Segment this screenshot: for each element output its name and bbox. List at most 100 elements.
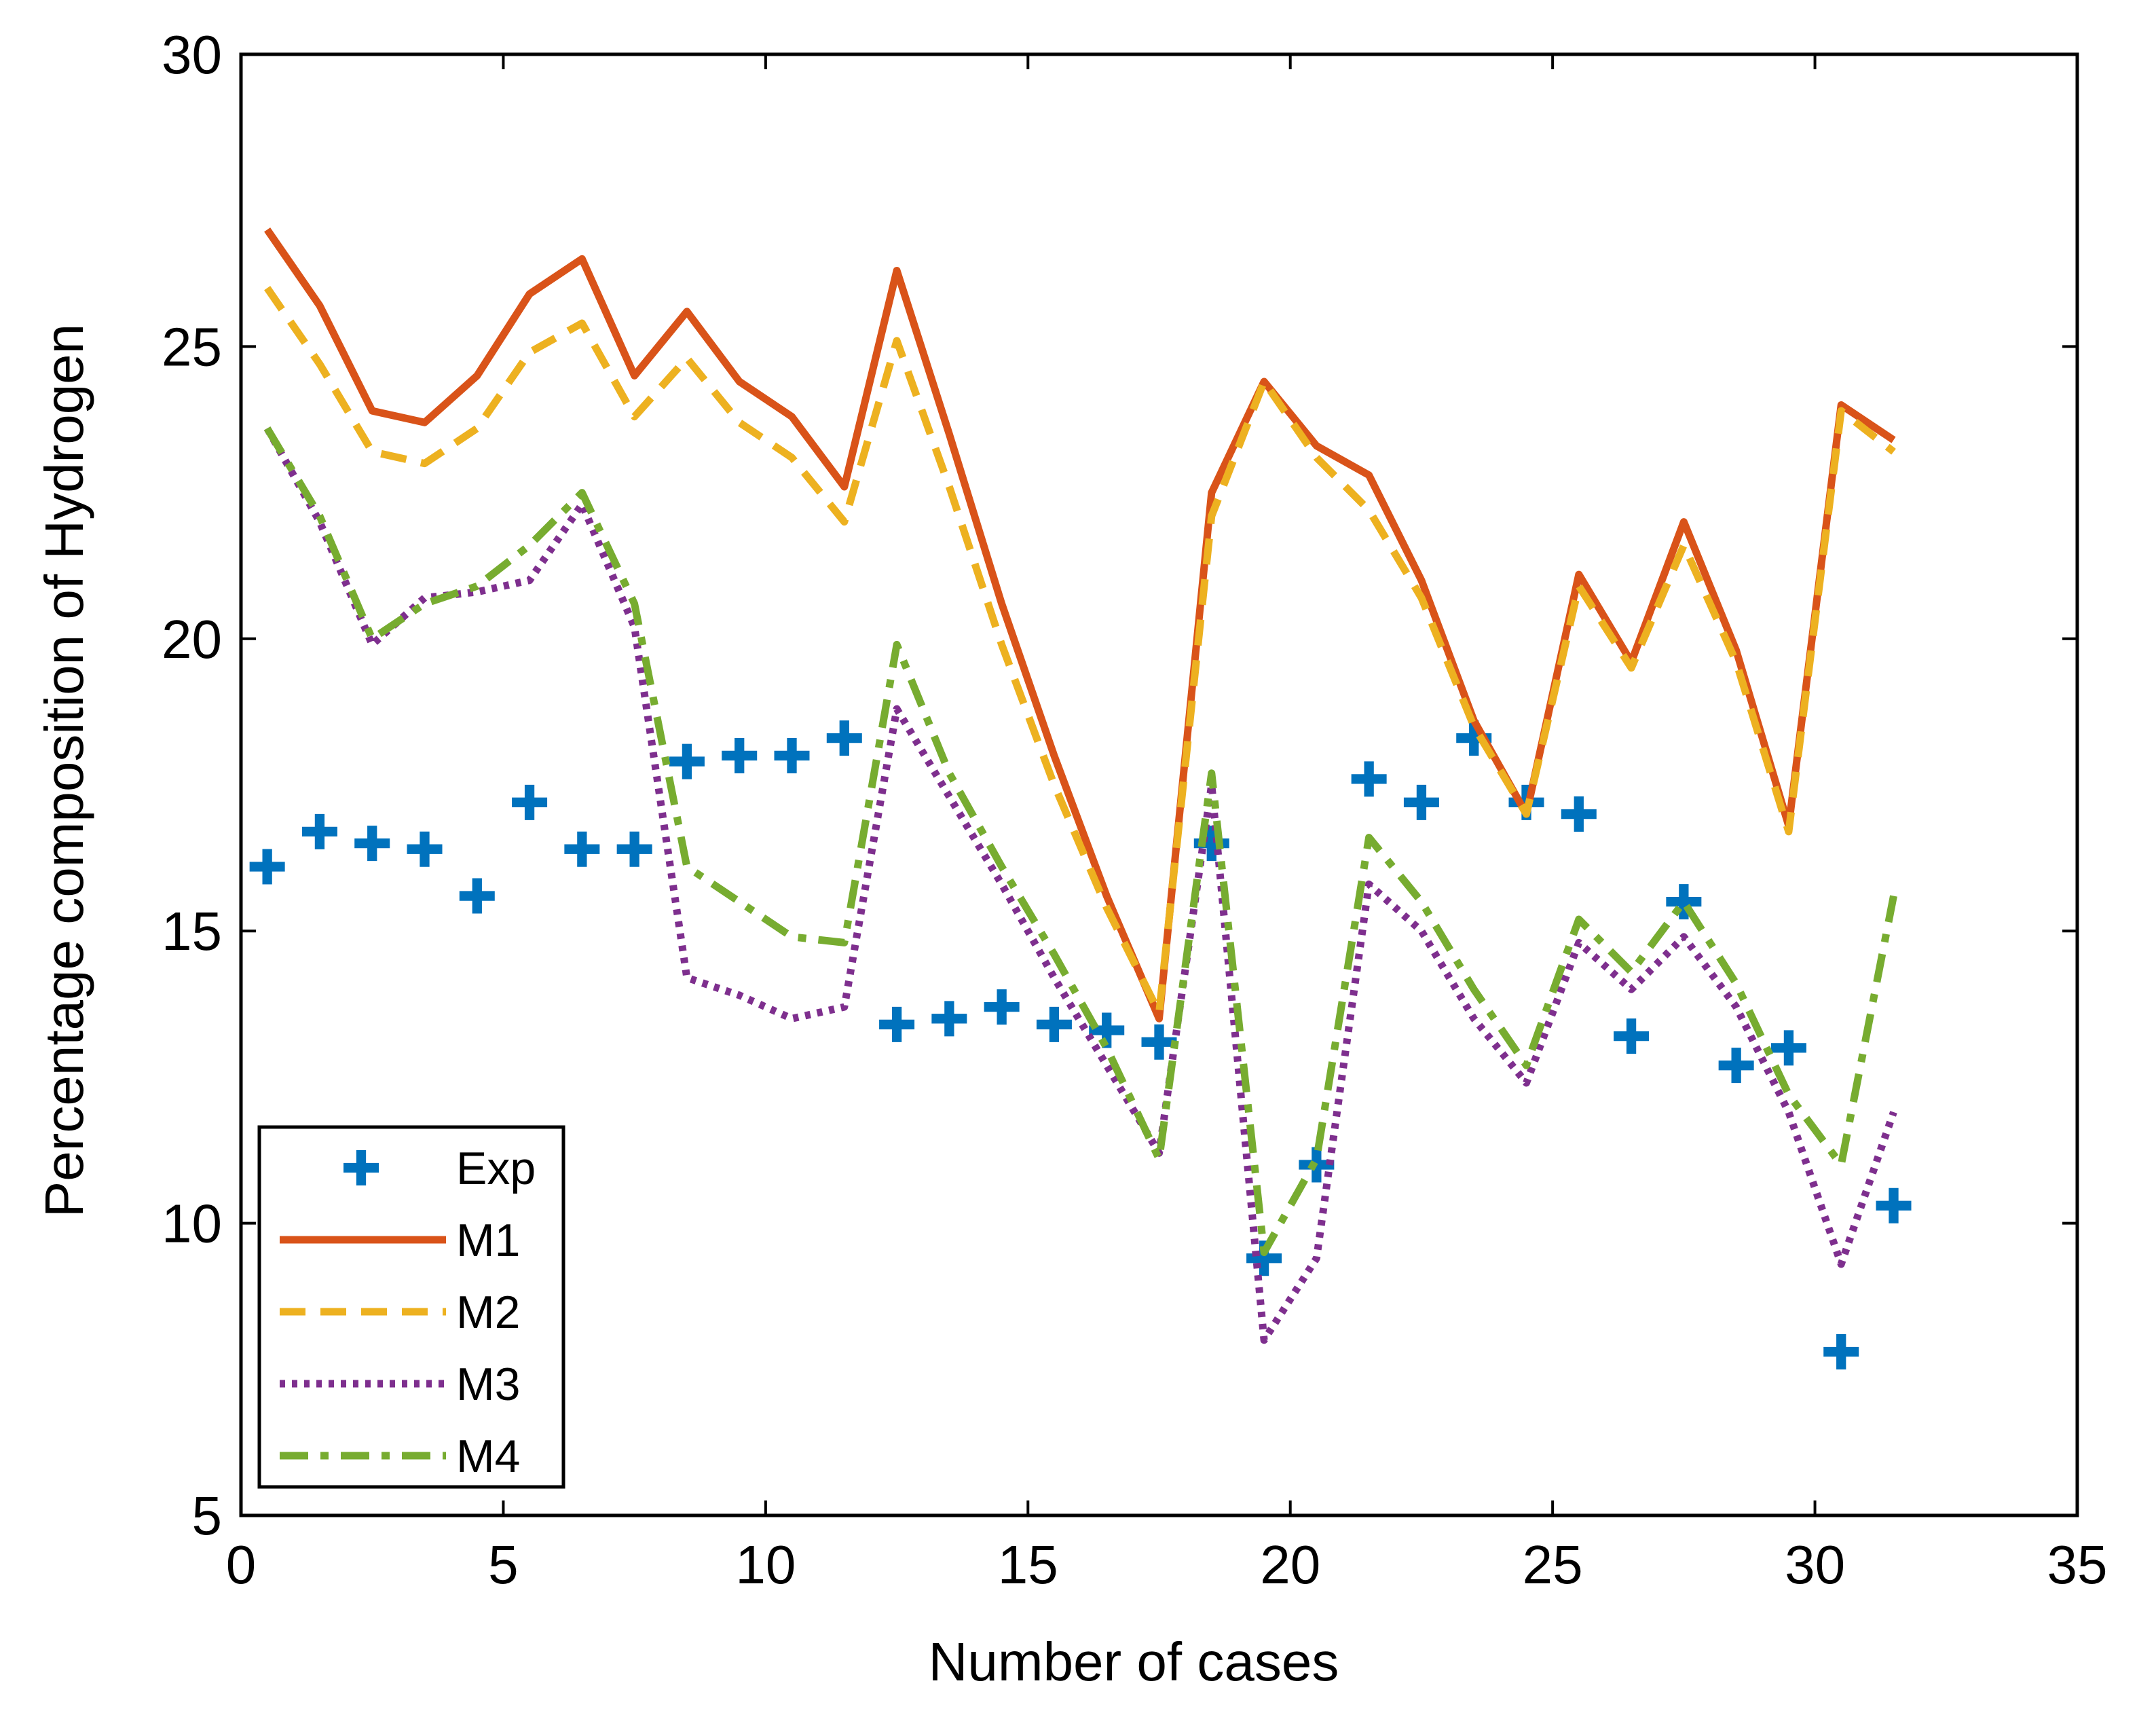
plus-marker-shape [774, 737, 810, 773]
data-point-exp [407, 831, 443, 867]
data-point-exp [669, 743, 705, 779]
plus-marker-shape [1351, 761, 1387, 797]
data-point-exp [1614, 1018, 1650, 1054]
legend-entry-m4: M4 [280, 1431, 520, 1482]
plus-marker-shape [564, 831, 600, 867]
legend-label-m2: M2 [456, 1287, 520, 1338]
x-tick-label: 15 [998, 1534, 1058, 1595]
data-point-exp [564, 831, 600, 867]
plus-marker-shape [1403, 784, 1439, 820]
legend-marker-exp [343, 1150, 379, 1185]
data-point-exp [1876, 1187, 1912, 1223]
y-tick-label: 10 [162, 1194, 222, 1254]
series-m1 [264, 227, 1896, 1023]
plus-marker-shape [722, 737, 758, 773]
x-tick-label: 0 [226, 1534, 257, 1595]
y-tick-label: 25 [162, 316, 222, 377]
data-point-exp [1823, 1333, 1859, 1369]
plus-marker-shape [459, 878, 495, 914]
y-axis-label: Percentage composition of Hydrogen [34, 324, 94, 1217]
axes-box [239, 52, 2079, 1517]
series-m2 [264, 286, 1896, 1017]
data-point-exp [1666, 884, 1702, 920]
plus-marker-shape [1246, 1240, 1282, 1276]
x-axis-label: Number of cases [929, 1632, 1339, 1692]
plus-marker-shape [1718, 1048, 1754, 1084]
plus-marker-shape [616, 831, 652, 867]
data-point-exp [984, 989, 1020, 1025]
legend-label-m4: M4 [456, 1431, 520, 1482]
x-tick-label: 20 [1260, 1534, 1320, 1595]
x-tick-label: 10 [735, 1534, 796, 1595]
data-point-exp [459, 878, 495, 914]
y-tick-label: 20 [162, 609, 222, 669]
series-layer [249, 227, 1912, 1369]
x-tick-label: 5 [488, 1534, 519, 1595]
plus-marker-shape [1614, 1018, 1650, 1054]
plus-marker-shape [984, 989, 1020, 1025]
plus-marker-shape [1141, 1024, 1177, 1060]
x-tick-label: 25 [1523, 1534, 1583, 1595]
plus-marker-shape [669, 743, 705, 779]
series-line-m1 [264, 227, 1896, 1023]
data-point-exp [774, 737, 810, 773]
plus-marker-shape [301, 813, 337, 849]
x-tick-label: 35 [2047, 1534, 2108, 1595]
plus-marker-shape [354, 826, 390, 862]
series-line-m3 [263, 426, 1897, 1344]
data-point-exp [1036, 1006, 1072, 1042]
plus-marker-shape [1666, 884, 1702, 920]
data-point-exp [1246, 1240, 1282, 1276]
legend: Exp M1 M2 M3 M4 [257, 1125, 565, 1489]
data-point-exp [249, 849, 285, 885]
plus-marker-shape [407, 831, 443, 867]
plus-marker-shape [512, 784, 548, 820]
legend-entry-m2: M2 [280, 1287, 520, 1338]
plus-marker-shape [1823, 1333, 1859, 1369]
plus-marker-shape [1770, 1030, 1806, 1066]
legend-box [257, 1125, 565, 1489]
data-point-exp [301, 813, 337, 849]
legend-entry-m3: M3 [280, 1359, 520, 1410]
plus-marker-shape [1193, 826, 1229, 862]
data-point-exp [931, 1001, 967, 1037]
plus-marker-shape [343, 1150, 379, 1185]
y-tick-label: 15 [162, 901, 222, 961]
series-line-m4 [263, 426, 1897, 1257]
legend-entry-m1: M1 [280, 1215, 520, 1266]
data-point-exp [1351, 761, 1387, 797]
plus-marker-shape [1876, 1187, 1912, 1223]
axes-frame [239, 52, 2079, 1517]
plus-marker-shape [1089, 1012, 1125, 1048]
data-point-exp [354, 826, 390, 862]
plus-marker-shape [931, 1001, 967, 1037]
legend-label-m3: M3 [456, 1359, 520, 1410]
legend-entry-exp: Exp [343, 1143, 536, 1194]
plus-marker-shape [249, 849, 285, 885]
y-tick-label: 30 [162, 24, 222, 85]
series-m3 [263, 426, 1897, 1344]
plus-marker-shape [1561, 796, 1597, 832]
data-point-exp [512, 784, 548, 820]
plus-marker-shape [826, 720, 862, 756]
x-tick-label: 30 [1785, 1534, 1845, 1595]
plus-marker-shape [879, 1006, 915, 1042]
series-line-m2 [264, 286, 1896, 1017]
data-point-exp [1718, 1048, 1754, 1084]
data-point-exp [616, 831, 652, 867]
data-point-exp [826, 720, 862, 756]
data-point-exp [1403, 784, 1439, 820]
series-m4 [263, 426, 1897, 1257]
legend-label-exp: Exp [456, 1143, 536, 1194]
data-point-exp [879, 1006, 915, 1042]
y-tick-label: 5 [192, 1486, 223, 1546]
plus-marker-shape [1456, 720, 1492, 756]
data-point-exp [1141, 1024, 1177, 1060]
plus-marker-shape [1036, 1006, 1072, 1042]
data-point-exp [1770, 1030, 1806, 1066]
data-point-exp [1561, 796, 1597, 832]
data-point-exp [1089, 1012, 1125, 1048]
data-point-exp [722, 737, 758, 773]
